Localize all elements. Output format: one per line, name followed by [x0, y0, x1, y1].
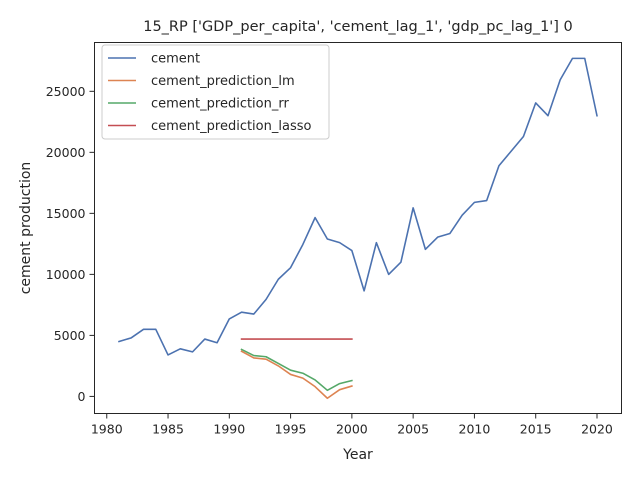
x-tick-label: 2000: [336, 422, 368, 437]
x-tick-label: 2015: [520, 422, 552, 437]
x-tick-label: 2010: [459, 422, 491, 437]
x-tick-label: 1980: [91, 422, 123, 437]
y-tick-label: 15000: [46, 206, 86, 221]
y-axis-label: cement production: [18, 162, 34, 295]
chart-title: 15_RP ['GDP_per_capita', 'cement_lag_1',…: [143, 19, 573, 35]
y-tick-label: 0: [78, 389, 86, 404]
x-tick-label: 2005: [397, 422, 429, 437]
y-tick-label: 25000: [46, 84, 86, 99]
series-line-cement-prediction-lm: [240, 350, 353, 400]
x-axis: 1980 1985 1990 1995 2000 2005 2010 2015 2020: [91, 413, 613, 437]
y-axis: 0 5000 10000 15000 20000 25000: [46, 84, 95, 404]
x-axis-label: Year: [342, 447, 373, 463]
legend-box: [101, 44, 330, 140]
y-tick-label: 5000: [54, 328, 86, 343]
y-tick-label: 20000: [46, 145, 86, 160]
x-tick-label: 1990: [213, 422, 245, 437]
legend-label: cement: [151, 52, 200, 67]
x-tick-label: 1985: [152, 422, 184, 437]
x-tick-label: 1995: [275, 422, 307, 437]
legend: cement cement_prediction_lm cement_predict…: [101, 44, 330, 140]
x-tick-label: 2020: [581, 422, 613, 437]
legend-label: cement_prediction_lm: [151, 74, 295, 89]
y-tick-label: 10000: [46, 267, 86, 282]
legend-label: cement_prediction_rr: [151, 97, 289, 112]
plot-frame: [94, 42, 622, 414]
series-line-cement: [118, 57, 598, 356]
series-line-cement-prediction-rr: [240, 348, 353, 392]
legend-label: cement_prediction_lasso: [151, 119, 311, 134]
series-layer: [118, 57, 598, 400]
